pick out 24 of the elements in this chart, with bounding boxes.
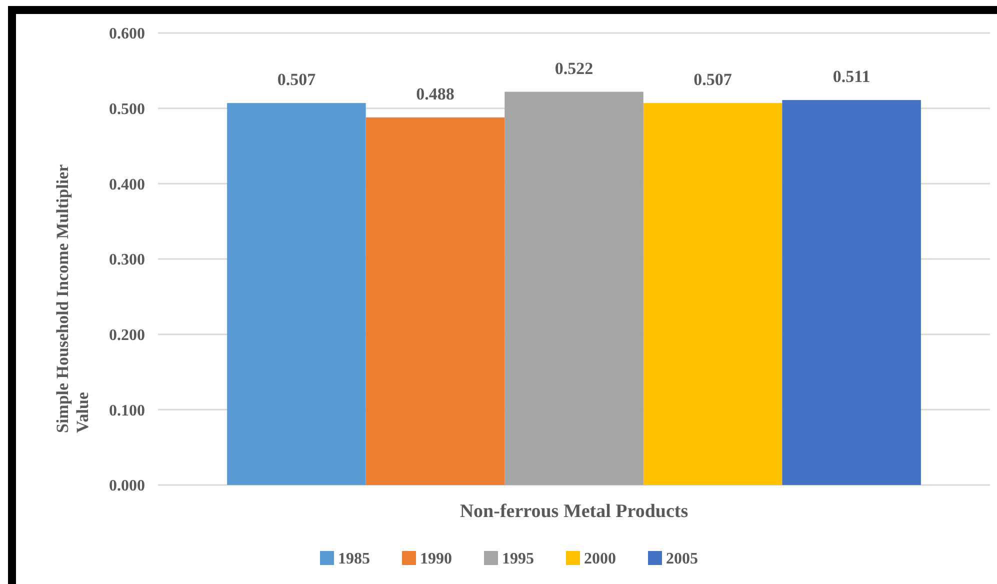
bar (366, 117, 505, 485)
y-tick-label: 0.400 (109, 176, 145, 194)
legend-label: 2005 (666, 550, 698, 568)
bar (227, 103, 366, 485)
x-tick-label: Non-ferrous Metal Products (460, 501, 688, 522)
data-label: 0.522 (554, 58, 594, 78)
legend-label: 1985 (338, 550, 370, 568)
legend-label: 2000 (584, 550, 616, 568)
y-tick-label: 0.100 (109, 402, 145, 420)
data-label: 0.507 (277, 70, 316, 90)
y-tick-label: 0.000 (109, 478, 145, 495)
y-axis-title: Simple Household Income Multiplier Value (53, 164, 92, 433)
legend-label: 1990 (420, 550, 452, 568)
data-label: 0.511 (832, 67, 870, 86)
bar (643, 103, 782, 485)
y-tick-label: 0.500 (109, 100, 145, 118)
data-label: 0.507 (694, 70, 732, 90)
bar (782, 100, 921, 485)
data-label: 0.488 (416, 84, 454, 104)
y-tick-label: 0.600 (109, 26, 145, 43)
y-tick-label: 0.200 (109, 326, 145, 344)
bar (504, 92, 644, 485)
y-tick-label: 0.300 (109, 252, 145, 269)
legend-label: 1995 (502, 550, 534, 568)
